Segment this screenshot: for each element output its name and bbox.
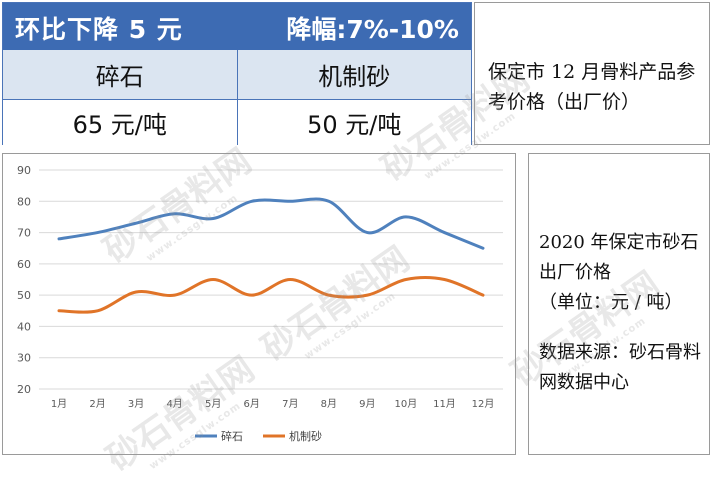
legend-label: 机制砂 — [289, 429, 322, 443]
chart-svg: 20 30 40 50 60 70 80 90 1月 2月 3月 4月 5月 6月 7月 8月 9月 10月 11月… — [17, 164, 503, 443]
caption-source: 数据来源：砂石骨料网数据中心 — [539, 342, 701, 393]
price-sand: 50 元/吨 — [236, 100, 472, 145]
x-tick-label: 1月 — [51, 398, 67, 410]
price-gravel: 65 元/吨 — [72, 111, 167, 139]
x-tick-label: 2月 — [89, 398, 105, 410]
price-row: 65 元/吨 50 元/吨 — [3, 99, 471, 145]
x-tick-label: 11月 — [433, 398, 456, 410]
x-tick-label: 12月 — [472, 398, 495, 410]
y-tick-label: 30 — [17, 352, 31, 365]
chart-caption: 2020 年保定市砂石出厂价格 （单位：元 / 吨） 数据来源：砂石骨料网数据中… — [528, 153, 710, 455]
x-tick-label: 9月 — [359, 398, 375, 410]
legend-label: 碎石 — [221, 429, 243, 443]
product-row: 碎石 机制砂 — [3, 50, 471, 99]
product-sand: 机制砂 — [236, 50, 472, 99]
y-tick-label: 70 — [17, 227, 31, 240]
y-tick-label: 50 — [17, 289, 31, 302]
price-table: 环比下降 5 元 降幅:7%-10% 碎石 机制砂 65 元/吨 50 元/吨 — [2, 2, 472, 145]
y-tick-label: 40 — [17, 320, 31, 333]
note-reference-price: 保定市 12 月骨料产品参考价格（出厂价） — [474, 2, 710, 145]
x-tick-label: 8月 — [321, 398, 337, 410]
x-tick-label: 10月 — [395, 398, 418, 410]
series-line-sand — [57, 276, 485, 314]
series-line-gravel — [57, 197, 485, 250]
x-tick-label: 7月 — [282, 398, 298, 410]
x-tick-label: 5月 — [205, 398, 221, 410]
x-tick-label: 3月 — [128, 398, 144, 410]
x-tick-label: 4月 — [166, 398, 182, 410]
y-tick-label: 80 — [17, 195, 31, 208]
headline-decline-range: 降幅:7%-10% — [286, 15, 459, 44]
caption-title: 2020 年保定市砂石出厂价格 — [539, 232, 699, 283]
product-gravel: 碎石 — [95, 63, 144, 91]
y-tick-label: 90 — [17, 164, 31, 177]
caption-unit: （单位：元 / 吨） — [539, 292, 683, 313]
price-table-header: 环比下降 5 元 降幅:7%-10% — [3, 3, 471, 50]
headline-change: 环比下降 5 元 — [15, 15, 183, 44]
y-tick-label: 60 — [17, 258, 31, 271]
y-tick-label: 20 — [17, 383, 31, 396]
x-tick-label: 6月 — [244, 398, 260, 410]
price-trend-chart: 20 30 40 50 60 70 80 90 1月 2月 3月 4月 5月 6月 7月 8月 9月 10月 11月… — [2, 153, 516, 455]
